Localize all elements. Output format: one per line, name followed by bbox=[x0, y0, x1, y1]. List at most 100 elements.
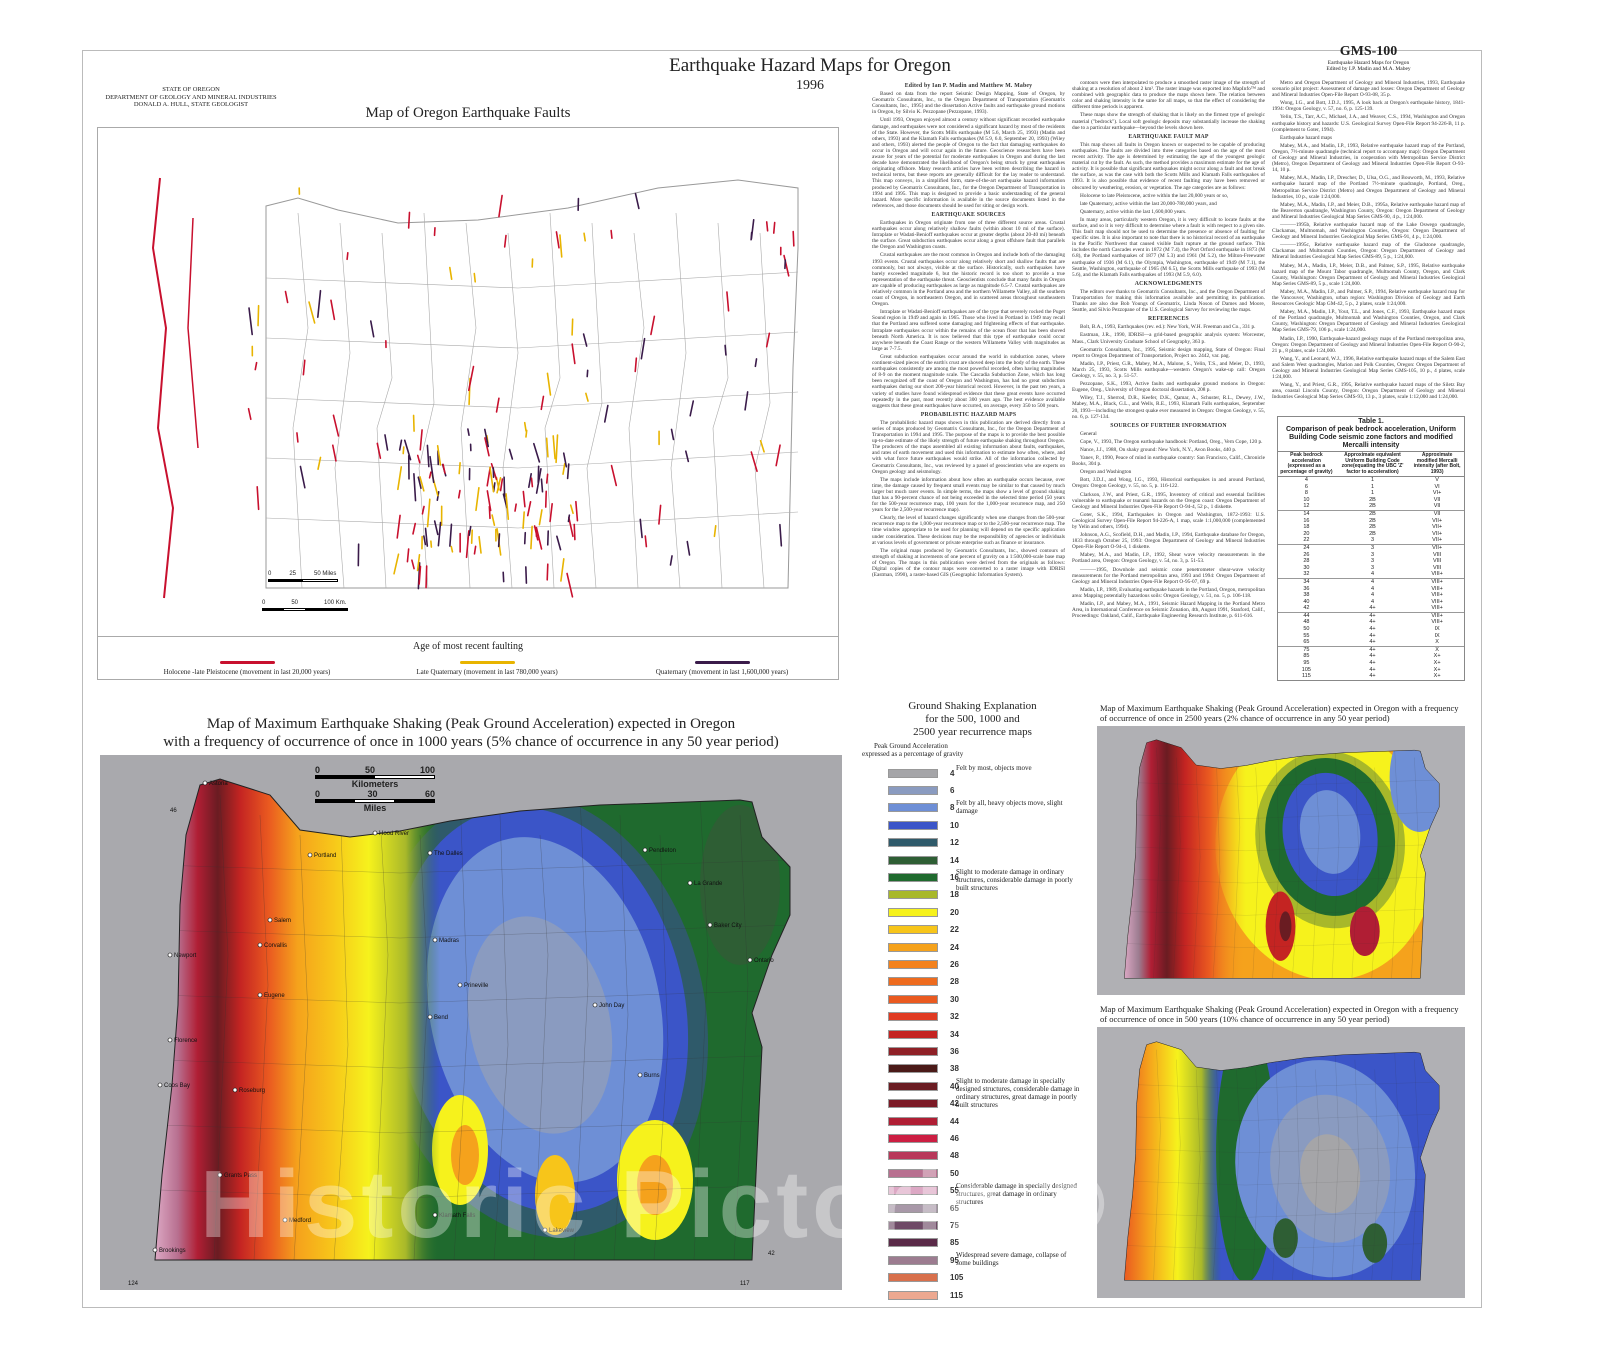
fault-line bbox=[530, 525, 533, 550]
legend-item: 75 bbox=[888, 1218, 959, 1232]
table-cell: X bbox=[1435, 639, 1439, 646]
legend-subtitle-line: Peak Ground Acceleration bbox=[874, 742, 948, 750]
county-line bbox=[1312, 767, 1320, 979]
legend-swatch bbox=[888, 1081, 938, 1091]
fault-line bbox=[582, 333, 588, 347]
table-cell: VII bbox=[1433, 496, 1441, 503]
section-heading: Edited by Ian P. Madin and Matthew M. Ma… bbox=[904, 83, 1033, 89]
table-cell: 34 bbox=[1278, 577, 1335, 586]
text-column-2: contours were then interpolated to produ… bbox=[1072, 80, 1265, 692]
fault-line bbox=[424, 527, 429, 547]
fault-line bbox=[555, 231, 560, 249]
fault-line bbox=[254, 361, 258, 371]
table-cell: 14 bbox=[1278, 509, 1335, 518]
county-line bbox=[293, 834, 309, 1260]
legend-swatch bbox=[888, 959, 938, 969]
county-line bbox=[712, 222, 729, 589]
table-row: 38 4 VIII+ bbox=[1278, 592, 1464, 599]
legend-value: 4 bbox=[950, 768, 955, 778]
legend-title-line: 2500 year recurrence maps bbox=[913, 726, 1032, 738]
legend-swatch bbox=[888, 1203, 938, 1213]
fault-line bbox=[713, 524, 717, 538]
legend-quaternary: Quaternary (movement in last 1,600,000 y… bbox=[617, 661, 827, 676]
county-line bbox=[670, 212, 687, 589]
paragraph: Until 1993, Oregon enjoyed almost a cent… bbox=[872, 117, 1065, 209]
fault-line bbox=[772, 221, 776, 234]
graticule-label: 46 bbox=[170, 808, 177, 814]
fault-line bbox=[684, 450, 690, 463]
title-line: with a frequency of occurrence of once i… bbox=[163, 734, 779, 750]
paragraph: Madin, I.P., 1989, Evaluating earthquake… bbox=[1072, 586, 1265, 599]
table-cell: 4+ bbox=[1369, 653, 1376, 660]
table-cell: 44 bbox=[1278, 611, 1335, 620]
table-cell: 3 bbox=[1370, 558, 1375, 565]
county-line bbox=[159, 859, 790, 874]
county-line bbox=[1232, 1059, 1240, 1281]
legend-item: 32 bbox=[888, 1010, 959, 1024]
county-line bbox=[265, 331, 799, 349]
table-cell: 2B bbox=[1369, 496, 1376, 503]
legend-swatch bbox=[888, 872, 938, 882]
fault-line bbox=[527, 473, 532, 489]
series-subtitle: Earthquake Hazard Maps for Oregon bbox=[1327, 60, 1410, 66]
fault-line bbox=[585, 392, 589, 402]
fault-line bbox=[498, 194, 503, 218]
county-line bbox=[159, 1054, 790, 1069]
fault-scale-bar: 0 25 50 Miles 0 50 100 Km. bbox=[262, 571, 348, 611]
map-2500-svg bbox=[1124, 739, 1440, 979]
legend-item: 46 bbox=[888, 1131, 959, 1145]
fault-line bbox=[546, 563, 549, 581]
fault-line bbox=[308, 301, 316, 324]
shaking-gradient bbox=[155, 779, 440, 1260]
county-line bbox=[1371, 767, 1379, 979]
legend-swatch bbox=[888, 1151, 938, 1161]
fault-line bbox=[473, 545, 477, 555]
fault-line bbox=[573, 523, 576, 541]
paragraph: Great subduction earthquakes occur aroun… bbox=[872, 353, 1065, 409]
city-label: Prineville bbox=[464, 983, 489, 989]
legend-item: 44 bbox=[888, 1114, 959, 1128]
table-cell: 4 bbox=[1370, 571, 1375, 578]
shaking-gradient bbox=[1124, 1041, 1221, 1281]
county-line bbox=[1126, 1242, 1440, 1250]
table-cell: VII+ bbox=[1432, 524, 1443, 531]
state-outline bbox=[1124, 1041, 1440, 1281]
scale-tick: 30 bbox=[367, 789, 378, 799]
fault-line bbox=[545, 437, 549, 458]
table-row: 42 4+ VIII+ bbox=[1278, 605, 1464, 612]
fault-line bbox=[465, 530, 470, 559]
paragraph: Metro and Oregon Department of Geology a… bbox=[1272, 80, 1465, 99]
county-line bbox=[159, 924, 790, 939]
legend-swatch bbox=[888, 768, 938, 778]
fault-line bbox=[436, 444, 442, 466]
legend-item: 22 bbox=[888, 923, 959, 937]
legend-swatch bbox=[888, 890, 938, 900]
legend-value: 8 bbox=[950, 803, 955, 813]
table-row: 36 4 VIII+ bbox=[1278, 586, 1464, 593]
city-label: Medford bbox=[289, 1218, 311, 1224]
paragraph: This map shows all faults in Oregon know… bbox=[1072, 141, 1265, 191]
text-column-1: Edited by Ian P. Madin and Matthew M. Ma… bbox=[872, 80, 1065, 692]
fault-line bbox=[540, 395, 545, 411]
paragraph: Earthquakes in Oregon originate from one… bbox=[872, 219, 1065, 251]
table-row: 8 1 VI+ bbox=[1278, 490, 1464, 497]
fault-line bbox=[376, 442, 382, 459]
paragraph: Mabey, M.A., and Madin, I.P., 1993, Rela… bbox=[1272, 142, 1465, 174]
legend-value: 18 bbox=[950, 890, 959, 900]
table-cell: 115 bbox=[1302, 673, 1311, 680]
shaking-map-1000yr: Astoria Portland Salem Eugene Medford Pendlet… bbox=[100, 755, 842, 1290]
legend-description: Slight to moderate damage in ordinary st… bbox=[956, 868, 1073, 893]
scale-label: 0 bbox=[262, 600, 266, 606]
fault-line bbox=[442, 463, 446, 474]
table-cell: 2B bbox=[1334, 509, 1411, 518]
county-line bbox=[1391, 1049, 1399, 1281]
city-marker bbox=[432, 937, 438, 943]
state-outline bbox=[1124, 739, 1440, 979]
fault-line bbox=[413, 472, 417, 502]
city-marker bbox=[167, 952, 173, 958]
table-row: 55 4+ IX bbox=[1278, 633, 1464, 640]
table-cell: VIII+ bbox=[1431, 592, 1443, 599]
paragraph: ———1995c, Relative earthquake hazard map… bbox=[1272, 242, 1465, 261]
shaking-map-2500yr bbox=[1097, 726, 1465, 995]
county-line bbox=[265, 271, 799, 289]
